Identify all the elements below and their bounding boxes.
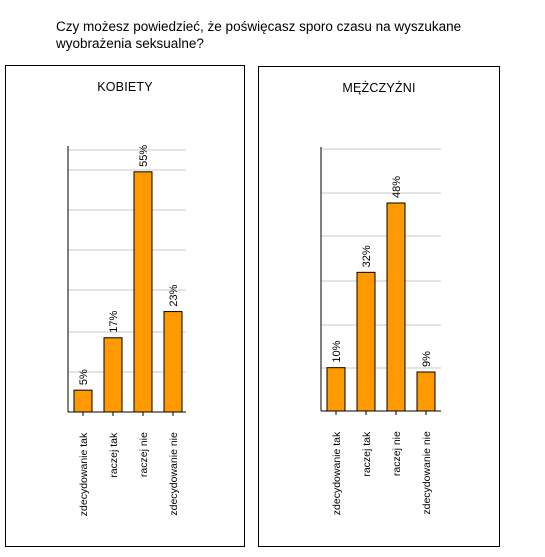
chart-panel-kobiety: KOBIETY 5% zdecydowanie tak 17% raczej tak 5… — [5, 65, 245, 547]
bar-raczej-tak — [356, 271, 376, 412]
tick-label-raczej-nie: raczej nie — [391, 431, 403, 476]
data-label-raczej-nie: 55% — [138, 145, 150, 167]
data-label-zdecydowanie-tak: 10% — [331, 340, 343, 362]
tick-label-zdecydowanie-nie: zdecydowanie nie — [421, 431, 433, 515]
chart-question-title: Czy możesz powiedzieć, że poświęcasz spo… — [56, 19, 462, 51]
bar-raczej-tak — [103, 337, 123, 413]
data-label-zdecydowanie-nie: 23% — [168, 284, 180, 306]
bar-zdecydowanie-nie — [416, 371, 436, 412]
bar-chart-kobiety: 5% zdecydowanie tak 17% raczej tak 55% raczej… — [67, 145, 186, 516]
chart-title-kobiety: KOBIETY — [97, 80, 153, 94]
bar-raczej-nie — [133, 171, 153, 413]
data-label-zdecydowanie-tak: 5% — [78, 369, 90, 385]
tick-label-zdecydowanie-tak: zdecydowanie tak — [78, 432, 90, 516]
tick-label-zdecydowanie-tak: zdecydowanie tak — [331, 431, 343, 515]
data-label-raczej-tak: 17% — [108, 311, 120, 333]
data-label-raczej-nie: 48% — [391, 176, 403, 198]
data-label-zdecydowanie-nie: 9% — [421, 351, 433, 367]
bar-chart-mezczyzni: 10% zdecydowanie tak 32% raczej tak 48% racze… — [320, 147, 441, 515]
bar-raczej-nie — [386, 202, 406, 412]
tick-label-raczej-tak: raczej tak — [361, 431, 373, 477]
tick-label-raczej-nie: raczej nie — [138, 432, 150, 477]
bar-zdecydowanie-nie — [163, 311, 183, 413]
data-label-raczej-tak: 32% — [361, 245, 373, 267]
bar-zdecydowanie-tak — [326, 367, 346, 412]
chart-title-mezczyzni: MĘŻCZYŹNI — [342, 81, 416, 95]
chart-panel-mezczyzni: MĘŻCZYŹNI 10% zdecydowanie tak 32% raczej t… — [258, 66, 500, 547]
tick-label-zdecydowanie-nie: zdecydowanie nie — [168, 432, 180, 516]
bar-zdecydowanie-tak — [73, 389, 93, 413]
tick-label-raczej-tak: raczej tak — [108, 432, 120, 478]
